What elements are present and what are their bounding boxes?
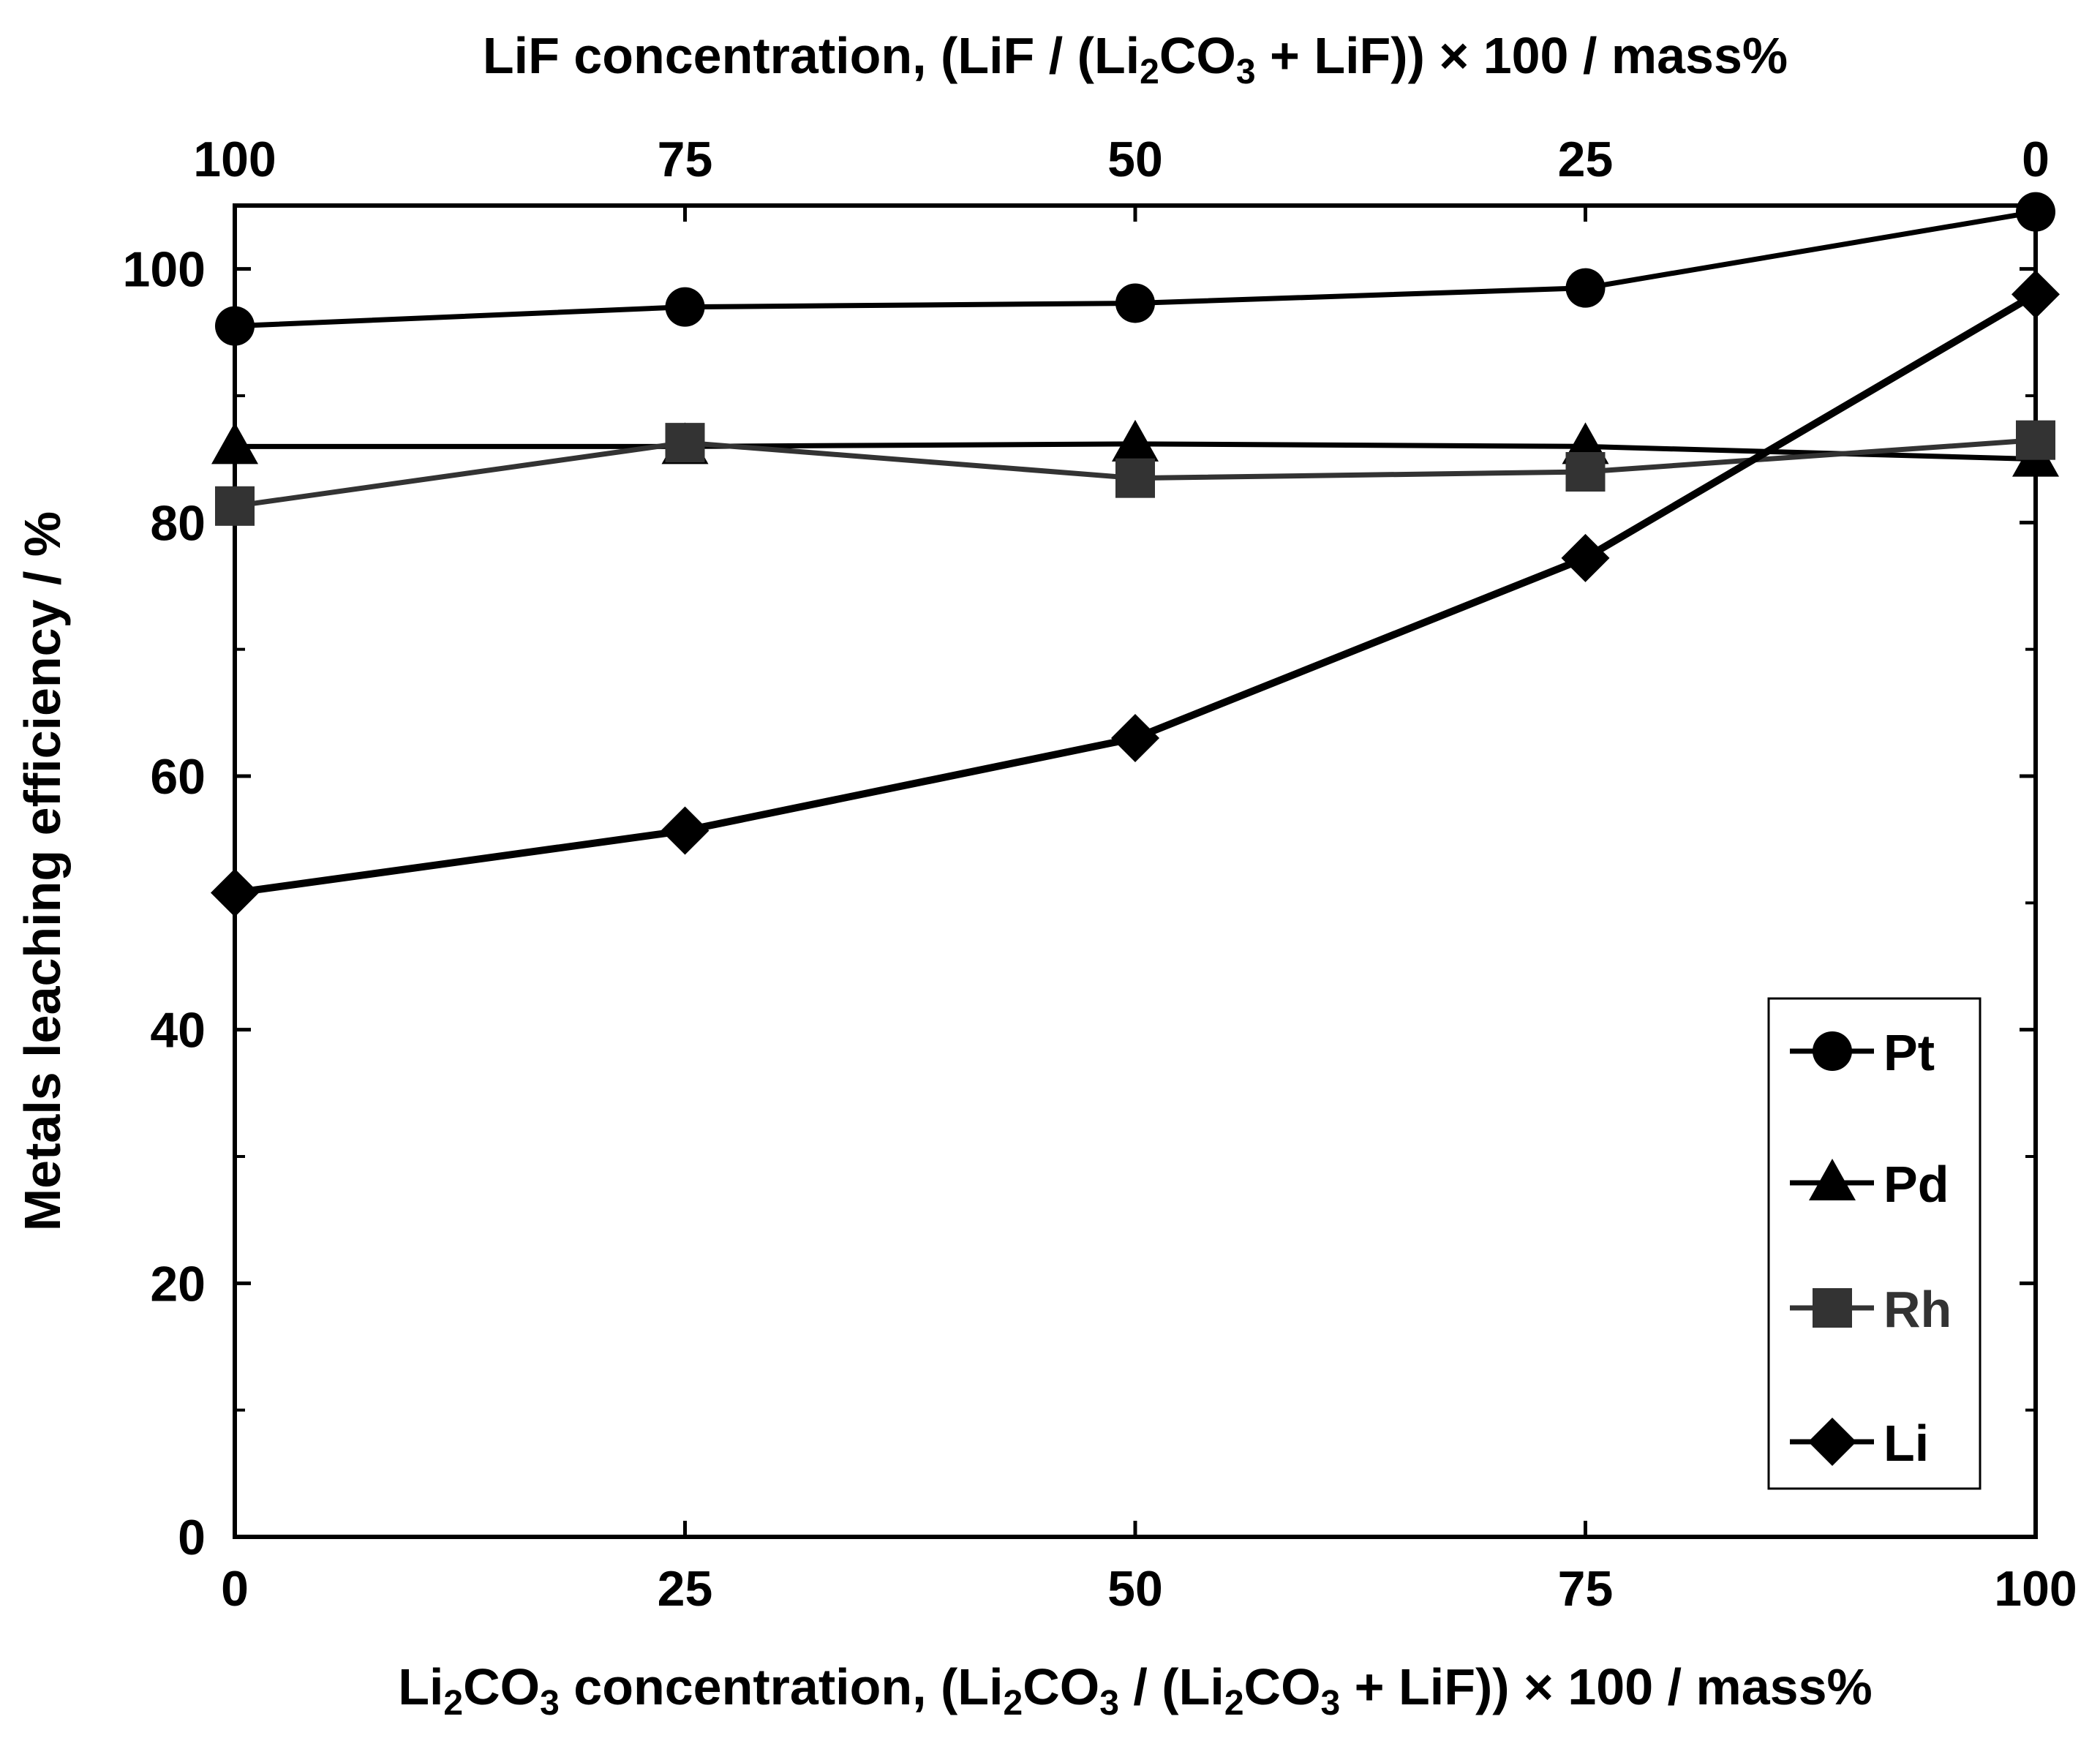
data-point-rh — [665, 423, 705, 463]
top-tick-label: 75 — [658, 132, 713, 187]
legend-box — [1767, 997, 1982, 1490]
legend-label-li: Li — [1883, 1415, 1929, 1472]
legend-marker-rh — [1813, 1288, 1852, 1328]
x-tick-label: 50 — [1107, 1561, 1163, 1617]
data-point-li — [661, 806, 710, 855]
legend-marker-li — [1808, 1418, 1856, 1466]
legend-label-pt: Pt — [1883, 1024, 1935, 1081]
data-point-rh — [2016, 420, 2055, 460]
top-tick-label: 0 — [2022, 132, 2050, 187]
data-point-li — [211, 868, 259, 917]
data-point-pt — [1115, 283, 1155, 323]
y-tick-label: 100 — [123, 242, 206, 298]
x-tick-label: 0 — [221, 1561, 249, 1617]
data-point-rh — [1115, 458, 1155, 498]
y-tick-label: 0 — [178, 1510, 206, 1565]
series-layer — [211, 192, 2060, 917]
y-tick-label: 40 — [150, 1003, 206, 1058]
plot-frame — [233, 203, 2038, 1539]
data-point-rh — [1565, 452, 1606, 492]
top-tick-label: 25 — [1558, 132, 1614, 187]
legend-label-pd: Pd — [1883, 1156, 1949, 1213]
data-point-pd — [1112, 419, 1159, 462]
x-tick-label: 75 — [1558, 1561, 1614, 1617]
x-axis-label: Li2CO3 concentration, (Li2CO3 / (Li2CO3 … — [398, 1658, 1873, 1723]
data-point-li — [1561, 533, 1610, 582]
y-axis-label: Metals leaching efficiency / % — [14, 511, 71, 1231]
axis-ticks — [233, 206, 2038, 1539]
x-tick-label: 25 — [658, 1561, 713, 1617]
data-point-li — [1111, 714, 1159, 762]
legend: Pt Pd Rh Li — [1767, 997, 1982, 1490]
data-point-pt — [215, 306, 255, 346]
data-point-pt — [1565, 268, 1606, 308]
legend-marker-pt — [1813, 1031, 1852, 1071]
x-tick-label: 100 — [1994, 1561, 2077, 1617]
legend-marker-pd — [1809, 1159, 1856, 1200]
series-rh — [215, 420, 2055, 526]
top-axis-label: LiF concentration, (LiF / (Li2CO3 + LiF)… — [483, 27, 1788, 91]
y-tick-label: 20 — [150, 1256, 206, 1312]
top-tick-label: 100 — [193, 132, 276, 187]
series-line-li — [234, 291, 2038, 897]
data-point-pt — [665, 287, 705, 327]
data-point-rh — [215, 486, 255, 526]
y-tick-label: 80 — [150, 495, 206, 551]
tick-labels: 0 20 40 60 80 100 0 25 50 75 100 100 75 50 25 0 — [123, 132, 2077, 1617]
data-point-pd — [211, 422, 258, 464]
series-li — [211, 270, 2060, 917]
series-pt — [215, 192, 2055, 346]
data-point-li — [2011, 270, 2060, 319]
legend-label-rh: Rh — [1883, 1281, 1952, 1338]
y-tick-label: 60 — [150, 749, 206, 805]
top-tick-label: 50 — [1107, 132, 1163, 187]
data-point-pt — [2016, 192, 2055, 232]
